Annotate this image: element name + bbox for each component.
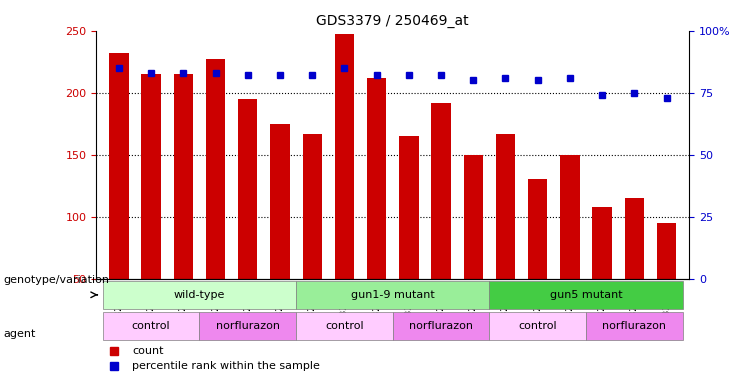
Bar xyxy=(496,134,515,279)
Text: norflurazon: norflurazon xyxy=(216,321,280,331)
Bar xyxy=(109,53,128,279)
Text: control: control xyxy=(519,321,557,331)
Bar xyxy=(464,155,483,279)
Text: norflurazon: norflurazon xyxy=(602,321,666,331)
Bar xyxy=(625,199,644,279)
Bar xyxy=(142,74,161,279)
Bar xyxy=(528,179,548,279)
Text: count: count xyxy=(132,346,164,356)
Title: GDS3379 / 250469_at: GDS3379 / 250469_at xyxy=(316,14,469,28)
FancyBboxPatch shape xyxy=(489,312,586,340)
Bar xyxy=(657,223,677,279)
Bar xyxy=(560,155,579,279)
Bar xyxy=(367,78,386,279)
Bar xyxy=(431,103,451,279)
FancyBboxPatch shape xyxy=(393,312,489,340)
FancyBboxPatch shape xyxy=(296,312,393,340)
Text: control: control xyxy=(325,321,364,331)
Text: agent: agent xyxy=(4,329,36,339)
Text: control: control xyxy=(132,321,170,331)
Text: percentile rank within the sample: percentile rank within the sample xyxy=(132,361,320,371)
Bar xyxy=(206,59,225,279)
FancyBboxPatch shape xyxy=(103,281,296,309)
Text: norflurazon: norflurazon xyxy=(409,321,473,331)
Bar xyxy=(238,99,257,279)
Text: wild-type: wild-type xyxy=(173,290,225,300)
Text: gun5 mutant: gun5 mutant xyxy=(550,290,622,300)
Text: gun1-9 mutant: gun1-9 mutant xyxy=(350,290,435,300)
Bar xyxy=(302,134,322,279)
Text: genotype/variation: genotype/variation xyxy=(4,275,110,285)
Bar xyxy=(335,35,354,279)
FancyBboxPatch shape xyxy=(296,281,489,309)
Bar xyxy=(593,207,612,279)
Bar xyxy=(399,136,419,279)
FancyBboxPatch shape xyxy=(199,312,296,340)
FancyBboxPatch shape xyxy=(489,281,682,309)
Bar xyxy=(270,124,290,279)
FancyBboxPatch shape xyxy=(103,312,199,340)
Bar xyxy=(173,74,193,279)
FancyBboxPatch shape xyxy=(586,312,682,340)
